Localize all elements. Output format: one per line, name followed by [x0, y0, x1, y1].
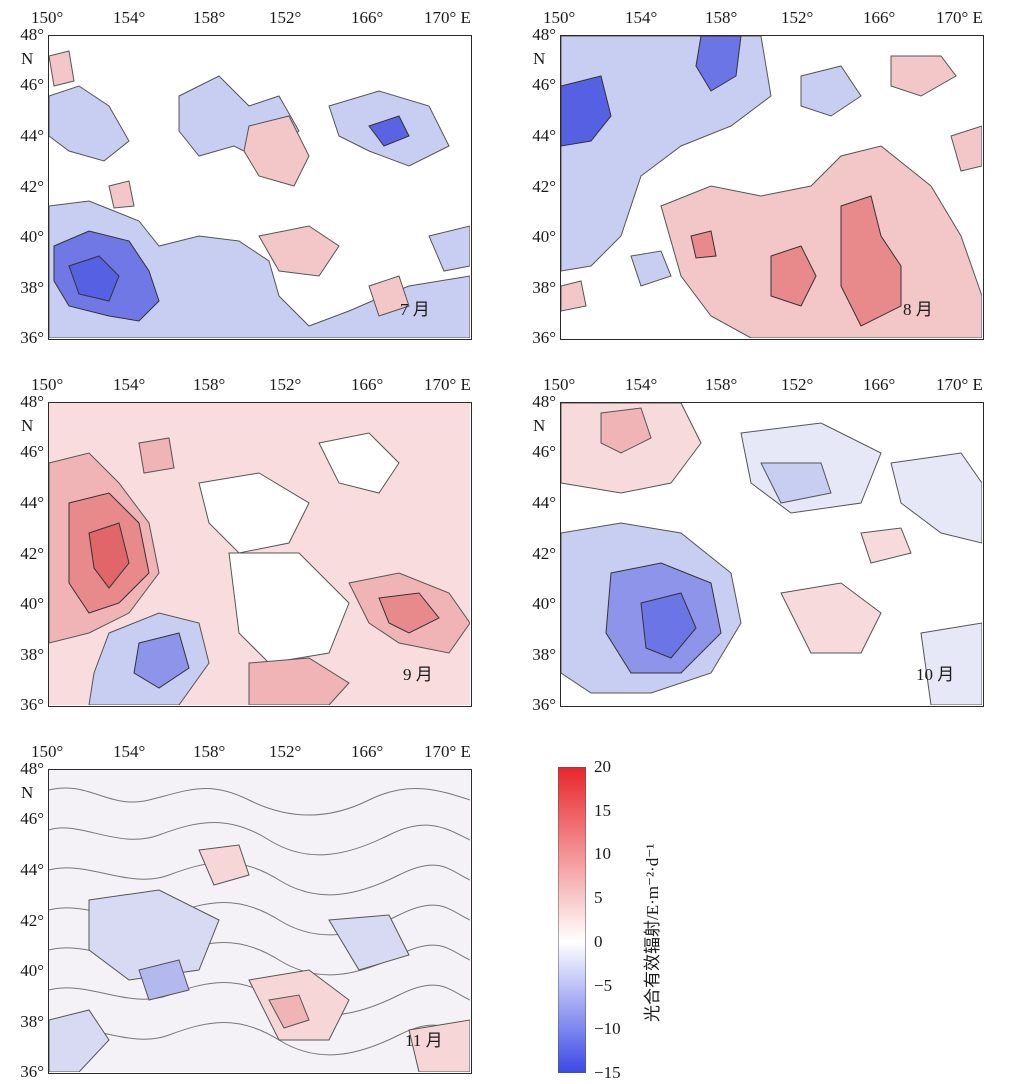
longitude-tick-label: 170° E [936, 8, 983, 27]
latitude-tick-label: 40° [532, 227, 556, 246]
longitude-tick-label: 166° [351, 375, 384, 394]
longitude-tick-label: 170° E [936, 375, 983, 394]
month-label: 7 月 [400, 300, 430, 319]
latitude-tick-label: 38° [20, 645, 44, 664]
anomaly-field-july [49, 36, 470, 338]
longitude-tick-label: 170° E [424, 8, 471, 27]
longitude-tick-label: 158° [193, 8, 226, 27]
longitude-tick-label: 166° [351, 742, 384, 761]
colorbar-tick-label: 20 [594, 757, 611, 776]
north-label: N [21, 49, 34, 68]
map-frame-october [560, 402, 984, 707]
north-label: N [533, 49, 546, 68]
latitude-tick-label: 36° [532, 695, 556, 714]
anomaly-field-september [49, 403, 470, 705]
latitude-tick-label: 46° [532, 75, 556, 94]
latitude-tick-label: 36° [532, 328, 556, 347]
latitude-tick-label: 42° [532, 177, 556, 196]
latitude-tick-label: 40° [20, 961, 44, 980]
latitude-tick-label: 46° [20, 809, 44, 828]
month-label: 9 月 [403, 665, 433, 684]
anomaly-field-august [561, 36, 982, 338]
longitude-tick-label: 150° [543, 375, 576, 394]
longitude-tick-label: 154° [113, 8, 146, 27]
latitude-tick-label: 40° [532, 594, 556, 613]
longitude-tick-label: 154° [625, 8, 658, 27]
latitude-tick-label: 46° [20, 442, 44, 461]
latitude-tick-label: 48° [20, 25, 44, 44]
north-label: N [533, 416, 546, 435]
colorbar-tick-label: 15 [594, 800, 611, 820]
latitude-tick-label: 44° [20, 860, 44, 879]
longitude-tick-label: 150° [31, 375, 64, 394]
longitude-tick-label: 158° [705, 375, 738, 394]
month-label: 11 月 [405, 1031, 443, 1050]
latitude-tick-label: 38° [532, 645, 556, 664]
north-label: N [21, 783, 34, 802]
latitude-tick-label: 48° [532, 25, 556, 44]
anomaly-field-october [561, 403, 982, 705]
longitude-tick-label: 154° [625, 375, 658, 394]
latitude-tick-label: 48° [532, 392, 556, 411]
latitude-tick-label: 40° [20, 227, 44, 246]
map-frame-july [48, 35, 472, 340]
colorbar-tick-label: −15 [594, 1063, 621, 1082]
longitude-tick-label: 166° [863, 375, 896, 394]
latitude-tick-label: 40° [20, 594, 44, 613]
colorbar-tick-label: 5 [594, 888, 603, 908]
longitude-tick-label: 170° E [424, 742, 471, 761]
latitude-tick-label: 48° [20, 759, 44, 778]
latitude-tick-label: 46° [20, 75, 44, 94]
month-label: 10 月 [916, 665, 955, 684]
colorbar-gradient [557, 766, 587, 1074]
latitude-tick-label: 36° [20, 328, 44, 347]
longitude-tick-label: 158° [193, 742, 226, 761]
longitude-tick-label: 166° [863, 8, 896, 27]
longitude-tick-label: 158° [193, 375, 226, 394]
longitude-tick-label: 158° [705, 8, 738, 27]
longitude-tick-label: 152° [781, 375, 814, 394]
longitude-tick-label: 154° [113, 375, 146, 394]
month-label: 8 月 [903, 300, 933, 319]
colorbar [557, 766, 587, 1074]
longitude-tick-label: 152° [269, 375, 302, 394]
longitude-tick-label: 170° E [424, 375, 471, 394]
latitude-tick-label: 38° [532, 278, 556, 297]
latitude-tick-label: 36° [20, 1062, 44, 1081]
latitude-tick-label: 48° [20, 392, 44, 411]
latitude-tick-label: 44° [20, 126, 44, 145]
latitude-tick-label: 44° [532, 126, 556, 145]
map-frame-november [48, 769, 472, 1074]
longitude-tick-label: 154° [113, 742, 146, 761]
longitude-tick-label: 152° [269, 8, 302, 27]
longitude-tick-label: 150° [31, 742, 64, 761]
map-frame-august [560, 35, 984, 340]
latitude-tick-label: 42° [532, 544, 556, 563]
latitude-tick-label: 38° [20, 1012, 44, 1031]
latitude-tick-label: 46° [532, 442, 556, 461]
latitude-tick-label: 42° [20, 544, 44, 563]
latitude-tick-label: 44° [20, 493, 44, 512]
latitude-tick-label: 36° [20, 695, 44, 714]
longitude-tick-label: 152° [781, 8, 814, 27]
latitude-tick-label: 44° [532, 493, 556, 512]
longitude-tick-label: 150° [31, 8, 64, 27]
latitude-tick-label: 42° [20, 177, 44, 196]
longitude-tick-label: 166° [351, 8, 384, 27]
north-label: N [21, 416, 34, 435]
colorbar-tick-label: −5 [594, 975, 613, 995]
colorbar-tick-label: −10 [594, 1019, 621, 1039]
map-frame-september [48, 402, 472, 707]
colorbar-tick-label: 10 [594, 844, 611, 864]
anomaly-field-november [49, 770, 470, 1072]
latitude-tick-label: 38° [20, 278, 44, 297]
latitude-tick-label: 42° [20, 911, 44, 930]
longitude-tick-label: 150° [543, 8, 576, 27]
colorbar-title: 光合有效辐射/E·m⁻²·d⁻¹ [643, 843, 662, 1022]
longitude-tick-label: 152° [269, 742, 302, 761]
colorbar-tick-label: 0 [594, 931, 603, 951]
